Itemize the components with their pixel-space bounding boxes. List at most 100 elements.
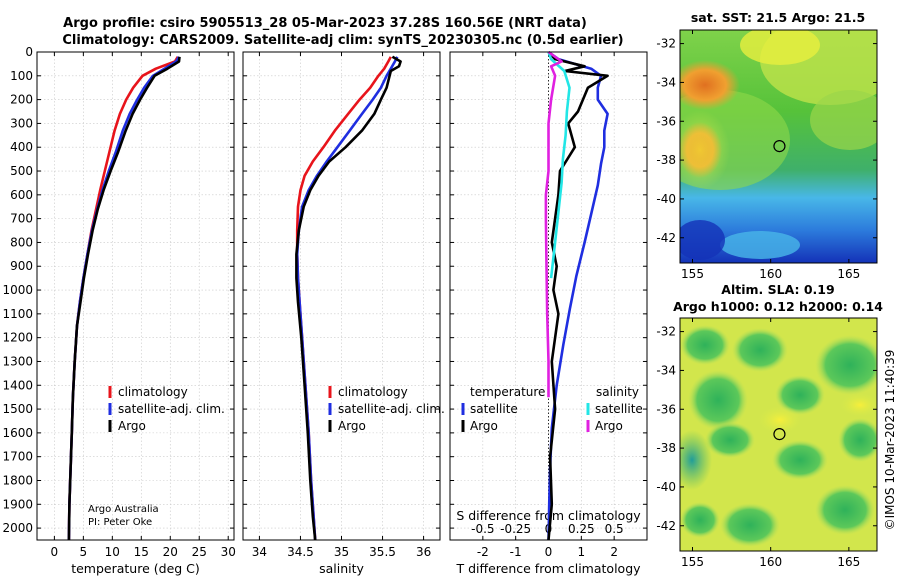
sla-map-title-line1: Altim. SLA: 0.19 bbox=[721, 282, 834, 297]
credit-line2: PI: Peter Oke bbox=[88, 517, 152, 528]
series-line-salinity-argo bbox=[544, 50, 563, 398]
credit-line1: Argo Australia bbox=[88, 504, 159, 515]
legend-s-satellite-label: satellite bbox=[595, 402, 643, 416]
map-x-tick-label: 155 bbox=[681, 267, 704, 281]
map-y-tick-label: -36 bbox=[656, 402, 676, 416]
depth-tick-label: 0 bbox=[25, 45, 33, 59]
sst-map-title: sat. SST: 21.5 Argo: 21.5 bbox=[691, 10, 865, 25]
map-y-tick-label: -34 bbox=[656, 363, 676, 377]
s-tick-label: 0.5 bbox=[605, 522, 624, 536]
axes-frame bbox=[36, 51, 235, 541]
s-tick-label: -0.25 bbox=[500, 522, 531, 536]
legend-s-argo-label: Argo bbox=[595, 419, 623, 433]
x-tick-label: 15 bbox=[134, 545, 149, 559]
x-axis-label: salinity bbox=[319, 561, 364, 576]
map-x-tick-label: 160 bbox=[759, 555, 782, 569]
map-y-tick-label: -36 bbox=[656, 114, 676, 128]
depth-tick-label: 200 bbox=[10, 93, 33, 107]
x-tick-label: 35 bbox=[334, 545, 349, 559]
x-tick-label: 0 bbox=[51, 545, 59, 559]
legend-climatology-label: climatology bbox=[338, 385, 408, 399]
argo-location-marker bbox=[773, 140, 786, 153]
map-y-tick-label: -32 bbox=[656, 37, 676, 51]
x-tick-label: 10 bbox=[105, 545, 120, 559]
depth-tick-label: 2000 bbox=[2, 521, 33, 535]
depth-tick-label: 1800 bbox=[2, 473, 33, 487]
x-tick-label: 35.5 bbox=[369, 545, 396, 559]
x-axis-label: T difference from climatology bbox=[455, 561, 641, 576]
x-tick-label: 5 bbox=[80, 545, 88, 559]
difference-legend: temperature salinity satellite Argo sate… bbox=[461, 385, 643, 433]
salinity-legend: climatology satellite-adj. clim. Argo bbox=[328, 385, 445, 433]
difference-profile-panel: -2 -1 0 1 2-0.5 -0.25 0 0.25 0.5S difference fro… bbox=[449, 50, 648, 576]
temperature-legend: climatology satellite-adj. clim. Argo bbox=[108, 385, 225, 433]
s-tick-label: -0.5 bbox=[471, 522, 494, 536]
legend-t-satellite-label: satellite bbox=[470, 402, 518, 416]
x-tick-label: 34.5 bbox=[287, 545, 314, 559]
map-x-tick-label: 155 bbox=[681, 555, 704, 569]
legend-satellite-label: satellite-adj. clim. bbox=[338, 402, 445, 416]
map-x-tick-label: 165 bbox=[837, 267, 860, 281]
depth-tick-label: 800 bbox=[10, 235, 33, 249]
depth-tick-label: 100 bbox=[10, 69, 33, 83]
x-tick-label: 0 bbox=[545, 545, 553, 559]
x-axis-label: temperature (deg C) bbox=[71, 561, 200, 576]
x-tick-label: 25 bbox=[192, 545, 207, 559]
depth-tick-label: 1300 bbox=[2, 354, 33, 368]
depth-tick-label: 500 bbox=[10, 164, 33, 178]
depth-tick-label: 400 bbox=[10, 140, 33, 154]
series-line-temperature-argo bbox=[547, 51, 609, 541]
map-y-tick-label: -40 bbox=[656, 480, 676, 494]
map-y-tick-label: -34 bbox=[656, 75, 676, 89]
imos-timestamp: ©IMOS 10-Mar-2023 11:40:39 bbox=[883, 350, 897, 531]
legend-climatology-label: climatology bbox=[118, 385, 188, 399]
map-y-tick-label: -42 bbox=[656, 519, 676, 533]
axes-frame bbox=[449, 51, 648, 541]
map-x-tick-label: 165 bbox=[837, 555, 860, 569]
sst-map-axes: 155 160 165 -32 -34 -36 -38 -40 -42 bbox=[656, 29, 878, 281]
depth-tick-label: 1600 bbox=[2, 426, 33, 440]
depth-tick-label: 1100 bbox=[2, 307, 33, 321]
depth-tick-label: 1700 bbox=[2, 450, 33, 464]
legend-salinity-heading: salinity bbox=[596, 385, 639, 399]
x-tick-label: 20 bbox=[163, 545, 178, 559]
legend-satellite-label: satellite-adj. clim. bbox=[118, 402, 225, 416]
legend-argo-label: Argo bbox=[338, 419, 366, 433]
map-y-tick-label: -38 bbox=[656, 153, 676, 167]
series-line-satellite-adj-clim- bbox=[67, 56, 181, 541]
depth-tick-label: 700 bbox=[10, 212, 33, 226]
sla-map-axes: 155 160 165 -32 -34 -36 -38 -40 -42 bbox=[656, 317, 878, 569]
map-frame bbox=[679, 317, 878, 552]
salinity-profile-panel: 34 34.5 35 35.5 36 salinity bbox=[242, 51, 441, 576]
map-y-tick-label: -42 bbox=[656, 231, 676, 245]
x-tick-label: 36 bbox=[416, 545, 431, 559]
s-tick-label: 0.25 bbox=[568, 522, 595, 536]
argo-location-marker bbox=[773, 428, 786, 441]
depth-tick-label: 1400 bbox=[2, 378, 33, 392]
legend-temperature-heading: temperature bbox=[470, 385, 545, 399]
depth-tick-label: 1200 bbox=[2, 331, 33, 345]
legend-argo-label: Argo bbox=[118, 419, 146, 433]
x-tick-label: 30 bbox=[221, 545, 236, 559]
x-tick-label: 1 bbox=[578, 545, 586, 559]
depth-tick-label: 300 bbox=[10, 116, 33, 130]
series-line-argo bbox=[67, 56, 181, 541]
x-tick-label: 34 bbox=[252, 545, 267, 559]
map-y-tick-label: -32 bbox=[656, 325, 676, 339]
series-line-temperature-satellite bbox=[547, 50, 609, 541]
map-frame bbox=[679, 29, 878, 264]
axes-frame bbox=[242, 51, 441, 541]
depth-tick-label: 1000 bbox=[2, 283, 33, 297]
map-x-tick-label: 160 bbox=[759, 267, 782, 281]
map-y-tick-label: -38 bbox=[656, 441, 676, 455]
x-tick-label: 2 bbox=[610, 545, 618, 559]
depth-tick-label: 900 bbox=[10, 259, 33, 273]
depth-tick-label: 1900 bbox=[2, 497, 33, 511]
x-tick-label: -1 bbox=[510, 545, 522, 559]
map-y-tick-label: -40 bbox=[656, 192, 676, 206]
figure-title-line1: Argo profile: csiro 5905513_28 05-Mar-20… bbox=[63, 16, 587, 31]
series-line-salinity-satellite bbox=[547, 51, 571, 279]
depth-tick-label: 600 bbox=[10, 188, 33, 202]
sla-map-image bbox=[680, 318, 877, 551]
